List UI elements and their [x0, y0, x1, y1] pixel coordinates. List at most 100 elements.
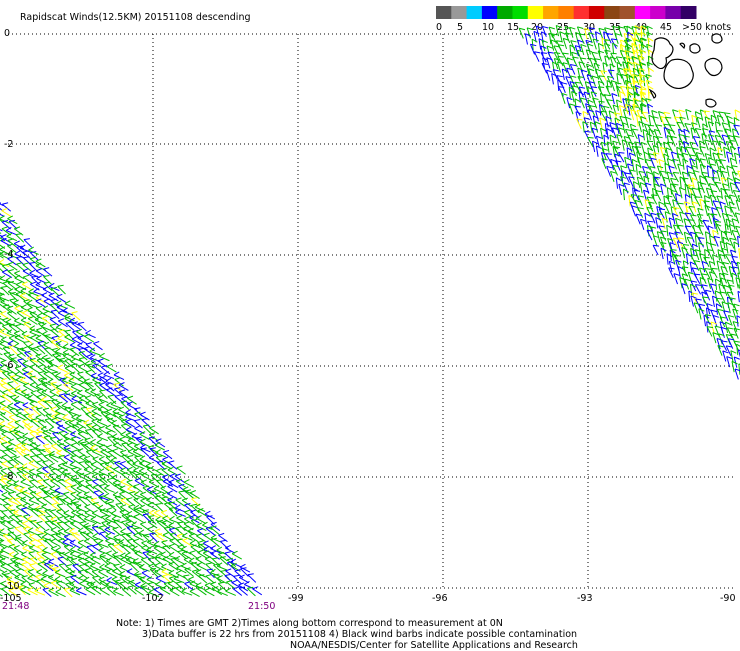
wind-barb-flag	[42, 396, 47, 399]
wind-barb	[720, 292, 725, 302]
wind-barb-flag	[55, 373, 60, 376]
wind-barb-flag	[22, 562, 28, 564]
wind-barb	[596, 146, 598, 157]
wind-barb	[738, 236, 739, 247]
wind-barb	[687, 237, 692, 247]
wind-barb	[627, 92, 628, 102]
wind-barb	[590, 122, 592, 133]
wind-barb	[720, 202, 723, 213]
legend-swatch	[482, 6, 498, 19]
wind-barb-flag	[3, 504, 9, 505]
wind-barb	[590, 58, 594, 68]
wind-barb	[692, 178, 694, 189]
wind-barb	[605, 123, 606, 134]
wind-barb	[552, 74, 554, 85]
wind-barb-flag	[178, 522, 184, 523]
wind-barb-flag	[111, 457, 116, 460]
wind-barb-flag	[58, 557, 64, 558]
wind-barb-flag	[217, 547, 222, 550]
wind-barb-flag	[16, 443, 21, 445]
wind-barb	[673, 184, 678, 194]
wind-barb	[704, 315, 706, 326]
wind-barb-flag	[120, 461, 126, 463]
wind-barb	[549, 33, 550, 44]
wind-barb-flag	[65, 576, 71, 578]
wind-barb	[71, 458, 80, 464]
wind-barb-flag	[225, 574, 231, 575]
wind-barb-flag	[563, 53, 569, 54]
wind-barb-flag	[134, 408, 140, 409]
wind-barb-flag	[76, 509, 81, 512]
wind-barb-flag	[2, 390, 7, 393]
wind-barb-flag	[0, 316, 1, 318]
wind-barb	[730, 147, 733, 158]
wind-barb	[141, 449, 149, 456]
wind-barb-flag	[220, 540, 226, 541]
wind-barb-flag	[115, 580, 121, 581]
wind-barb-flag	[169, 507, 175, 508]
wind-barb-flag	[0, 216, 5, 219]
wind-barb	[705, 268, 710, 278]
wind-barb-flag	[37, 521, 43, 523]
wind-barb-flag	[234, 575, 240, 576]
wind-barb	[678, 154, 681, 165]
wind-barb-flag	[218, 582, 224, 583]
wind-barb	[645, 213, 647, 224]
wind-barb	[699, 243, 701, 254]
wind-barb	[562, 69, 564, 80]
wind-barb-flag	[116, 503, 122, 504]
wind-barb-flag	[55, 576, 60, 579]
wind-barb	[716, 160, 719, 170]
wind-barb	[196, 518, 206, 523]
wind-barb-flag	[725, 255, 731, 256]
wind-barb-flag	[143, 552, 149, 553]
wind-barb	[643, 129, 644, 140]
wind-barb	[653, 236, 657, 246]
wind-barb-flag	[43, 444, 49, 445]
wind-barb-flag	[128, 449, 133, 452]
wind-barb-flag	[93, 544, 99, 546]
wind-barb	[717, 261, 719, 272]
legend-swatch	[467, 6, 483, 19]
wind-barb-flag	[135, 456, 141, 457]
wind-barb-flag	[58, 319, 64, 321]
wind-barb	[717, 309, 721, 319]
wind-barb-flag	[45, 509, 51, 510]
wind-barb-flag	[63, 350, 68, 353]
wind-barb-flag	[42, 293, 47, 296]
wind-barb-flag	[190, 491, 196, 493]
wind-barb-flag	[100, 553, 105, 556]
wind-barb-flag	[717, 131, 723, 132]
wind-barb-flag	[156, 468, 162, 470]
wind-barb	[43, 314, 53, 319]
wind-barb	[10, 432, 18, 439]
wind-barb	[667, 172, 670, 183]
wind-barb	[638, 135, 640, 146]
wind-barb	[716, 207, 720, 217]
wind-barb-flag	[64, 588, 70, 589]
wind-barb-flag	[532, 39, 537, 42]
wind-barb-flag	[86, 354, 92, 356]
wind-barb-flag	[2, 318, 8, 320]
wind-barb	[637, 177, 640, 188]
galapagos-coastline	[650, 34, 722, 107]
wind-barb-flag	[9, 354, 15, 356]
wind-barb	[725, 322, 727, 333]
wind-barb-flag	[22, 439, 27, 442]
wind-barb-flag	[113, 467, 118, 470]
wind-barb-flag	[107, 478, 113, 480]
wind-barb-flag	[71, 443, 77, 445]
wind-barb-flag	[63, 492, 69, 494]
wind-barb	[730, 183, 732, 194]
wind-barb-flag	[13, 300, 18, 303]
wind-barb	[736, 278, 738, 289]
wind-barb	[29, 463, 39, 468]
wind-barb	[676, 218, 679, 229]
wind-barb	[567, 58, 570, 69]
wind-barb-flag	[36, 415, 41, 418]
wind-barb	[30, 404, 40, 409]
wind-barb	[0, 414, 9, 420]
lon-tick-label: -90	[720, 593, 736, 604]
wind-barb	[689, 291, 690, 302]
wind-barb-flag	[177, 539, 183, 540]
